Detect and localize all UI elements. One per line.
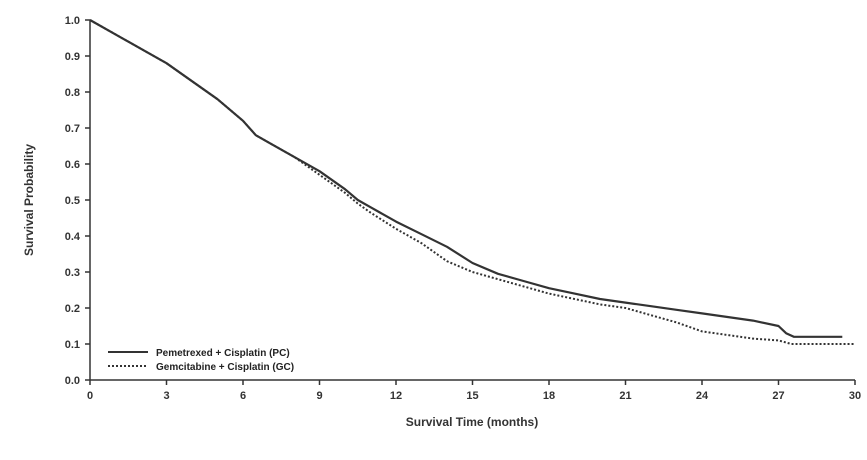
y-tick-label: 0.2	[65, 303, 80, 315]
series-line-pc	[89, 19, 843, 338]
series-group	[89, 19, 855, 345]
y-tick-label: 0.0	[65, 375, 80, 387]
y-tick-label: 0.4	[65, 231, 81, 243]
x-axis-label: Survival Time (months)	[406, 415, 538, 429]
x-tick-label: 12	[390, 390, 402, 402]
y-tick-label: 0.3	[65, 267, 80, 279]
x-tick-label: 27	[772, 390, 784, 402]
axes	[89, 20, 855, 381]
x-tick-label: 21	[619, 390, 631, 402]
x-tick-label: 6	[240, 390, 246, 402]
x-tick-label: 3	[163, 390, 169, 402]
ticks: 0 3 6 9 12 15 18 21 24 27 30 0.0 0.1 0.2 0.3 0.4 0.5 0.6 0…	[65, 15, 861, 402]
y-tick-label: 0.9	[65, 51, 80, 63]
legend-label-gc: Gemcitabine + Cisplatin (GC)	[156, 362, 294, 373]
y-tick-label: 0.1	[65, 339, 80, 351]
y-tick-label: 1.0	[65, 15, 80, 27]
legend-label-pc: Pemetrexed + Cisplatin (PC)	[156, 348, 290, 359]
series-line-gc	[89, 19, 855, 345]
x-tick-label: 9	[316, 390, 322, 402]
x-tick-label: 30	[849, 390, 861, 402]
y-tick-label: 0.6	[65, 159, 80, 171]
y-tick-label: 0.7	[65, 123, 80, 135]
x-tick-label: 18	[543, 390, 555, 402]
x-tick-label: 0	[87, 390, 93, 402]
y-tick-label: 0.8	[65, 87, 80, 99]
y-tick-label: 0.5	[65, 195, 80, 207]
y-axis-label: Survival Probability	[22, 144, 36, 256]
legend: Pemetrexed + Cisplatin (PC) Gemcitabine …	[108, 348, 294, 373]
x-tick-label: 24	[696, 390, 709, 402]
x-tick-label: 15	[466, 390, 478, 402]
